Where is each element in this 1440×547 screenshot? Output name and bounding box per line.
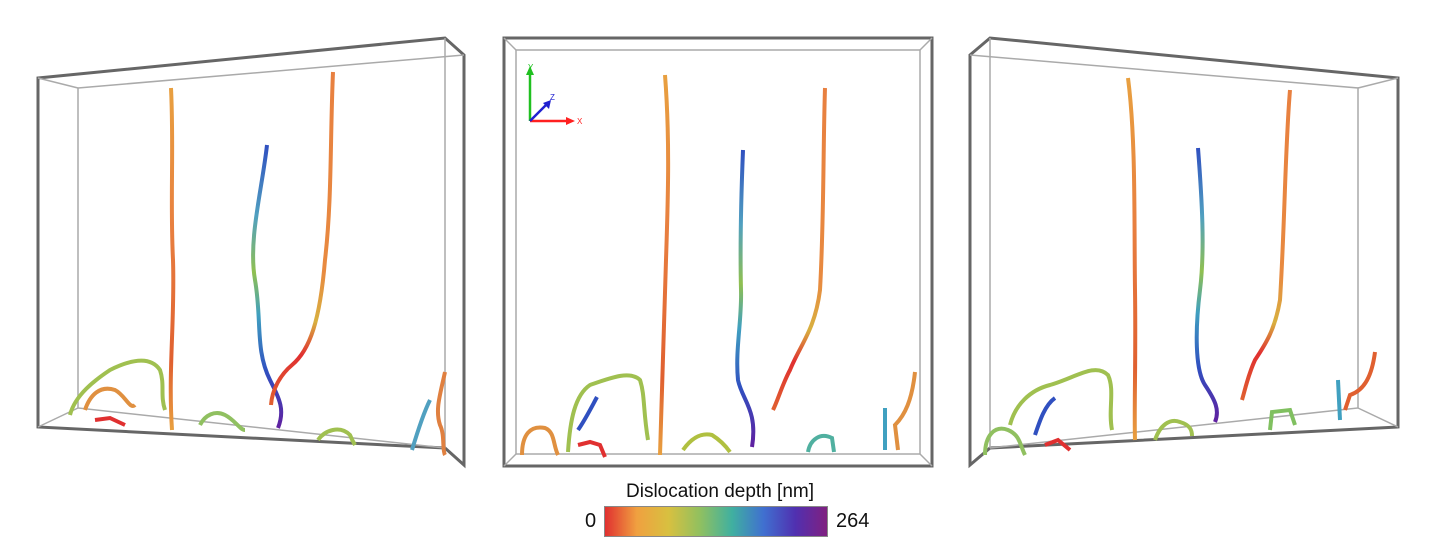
- dislocation-line: [251, 144, 284, 429]
- dislocation-line: [1033, 396, 1057, 436]
- colorbar-title: Dislocation depth [nm]: [626, 481, 814, 502]
- dislocation-loop: [983, 426, 1027, 456]
- z-axis-arrowhead: [543, 100, 551, 109]
- box-edge: [1357, 407, 1399, 428]
- z-axis-label: Z: [550, 93, 555, 102]
- dislocation-line: [1336, 379, 1342, 421]
- dislocation-line: [410, 399, 432, 451]
- colorbar-max-label: 264: [836, 510, 870, 532]
- colorbar: [604, 506, 828, 537]
- z-axis-arrow: [529, 103, 548, 122]
- box-edge: [503, 37, 517, 51]
- box-edge: [503, 453, 517, 467]
- box-edge: [37, 77, 79, 89]
- x-axis-label: X: [577, 117, 583, 126]
- box-outline: [502, 36, 934, 468]
- dislocation-loop: [1153, 419, 1194, 441]
- dislocation-loop: [577, 439, 607, 458]
- right-view: [968, 36, 1400, 469]
- dislocation-loop: [1268, 407, 1297, 431]
- box-outline: [968, 36, 1400, 469]
- box-edge: [919, 453, 933, 467]
- dislocation-loop: [316, 427, 357, 447]
- box-outline: [36, 36, 466, 469]
- dislocation-line: [1126, 77, 1138, 441]
- dislocation-line: [771, 87, 827, 411]
- dislocation-loop: [198, 411, 246, 432]
- y-axis-label: Y: [528, 63, 534, 72]
- dislocation-line: [1194, 147, 1219, 423]
- dislocation-loop: [94, 415, 126, 427]
- dislocation-loop: [806, 433, 836, 453]
- dislocation-line: [269, 71, 335, 406]
- front-view: Y X Z: [502, 36, 934, 468]
- dislocation-line: [892, 371, 917, 451]
- dislocation-line: [1240, 89, 1292, 401]
- colorbar-min-label: 0: [585, 510, 597, 532]
- dislocation-line: [1343, 351, 1377, 411]
- box-inner-edge: [969, 54, 1359, 449]
- dislocation-loop: [1044, 437, 1072, 452]
- dislocation-line: [168, 87, 176, 431]
- x-axis-arrowhead: [566, 117, 575, 125]
- left-view: [36, 36, 466, 469]
- dislocation-loop: [681, 432, 732, 454]
- dislocation-loop: [520, 425, 560, 456]
- box-edge: [1357, 77, 1399, 89]
- dislocation-loop: [566, 373, 650, 453]
- dislocation-line: [735, 149, 756, 448]
- axes-triad: Y X Z: [526, 63, 583, 126]
- dislocation-line: [658, 74, 671, 456]
- y-axis-arrowhead: [526, 66, 534, 75]
- dislocation-line: [576, 396, 599, 432]
- box-inner: [515, 49, 921, 455]
- box-inner-edge: [77, 88, 446, 449]
- dislocation-loop: [83, 386, 137, 411]
- dislocation-loop: [1008, 368, 1114, 431]
- box-edge: [919, 37, 933, 51]
- dislocation-line: [435, 371, 447, 457]
- box-inner-edge: [77, 54, 465, 89]
- dislocation-loop: [68, 358, 167, 416]
